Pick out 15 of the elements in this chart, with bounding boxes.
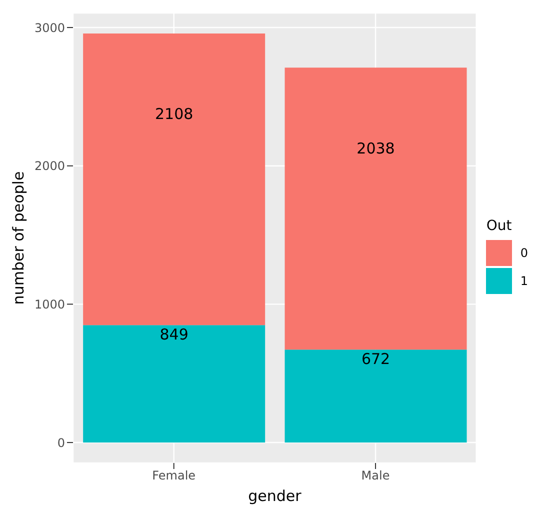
x-axis-title: gender	[248, 487, 302, 505]
legend-label: 1	[520, 274, 528, 288]
y-tick-label: 0	[57, 436, 65, 450]
legend-label: 0	[520, 246, 528, 260]
legend-title: Out	[486, 218, 513, 234]
y-tick-label: 3000	[34, 20, 65, 35]
data-label: 2038	[356, 139, 395, 158]
data-label: 849	[160, 326, 188, 344]
data-label: 2108	[154, 105, 194, 124]
y-tick-label: 2000	[34, 159, 65, 174]
y-tick-label: 1000	[34, 297, 65, 312]
y-axis-title: number of people	[9, 171, 28, 305]
data-label: 672	[361, 350, 390, 368]
x-tick-label: Male	[361, 468, 390, 483]
x-tick-label: Female	[152, 468, 196, 483]
